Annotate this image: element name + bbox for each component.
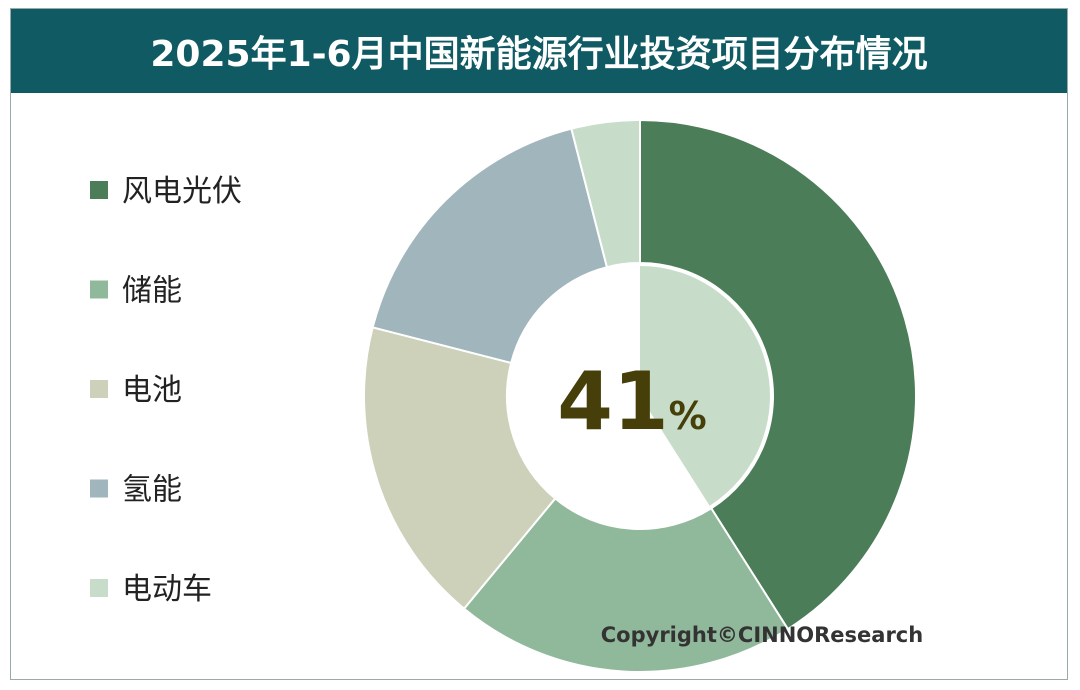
legend-swatch	[90, 181, 108, 199]
legend-label: 氢能	[122, 473, 182, 508]
legend-label: 风电光伏	[122, 174, 242, 209]
legend-swatch	[90, 579, 108, 597]
donut-segment	[363, 326, 557, 611]
donut-segment	[462, 497, 790, 673]
legend-label: 储能	[122, 274, 182, 309]
center-number: 41	[557, 355, 668, 448]
center-unit: %	[669, 394, 707, 438]
chart-title: 2025年1-6月中国新能源行业投资项目分布情况	[11, 9, 1067, 93]
legend-label: 电动车	[122, 572, 212, 607]
legend-swatch	[90, 280, 108, 299]
donut-segment	[371, 127, 609, 365]
frame: 2025年1-6月中国新能源行业投资项目分布情况	[10, 8, 1068, 680]
donut-segment	[570, 118, 641, 269]
donut-segment	[639, 118, 917, 631]
copyright: Copyright©CINNOResearch	[601, 623, 923, 647]
center-wedge	[640, 266, 770, 506]
legend-label: 电池	[122, 373, 182, 408]
legend-swatch	[90, 380, 108, 398]
legend-swatch	[90, 479, 108, 498]
center-value: 41%	[557, 355, 706, 448]
